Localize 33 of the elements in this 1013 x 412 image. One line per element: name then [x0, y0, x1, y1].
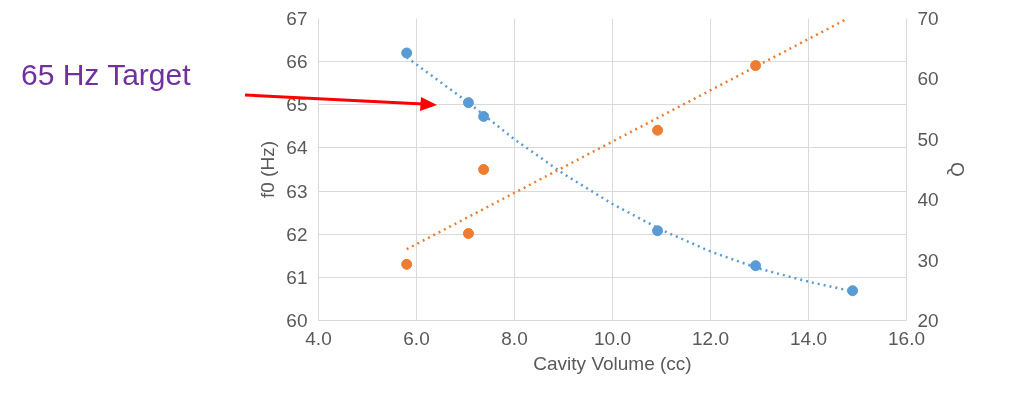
x-axis-title: Cavity Volume (cc) — [533, 352, 692, 374]
point — [750, 60, 762, 72]
y2-axis-title: Q — [946, 162, 968, 177]
point — [652, 225, 664, 237]
y2-tick-label: 60 — [917, 68, 939, 90]
y-tick-label: 64 — [286, 137, 308, 159]
point — [847, 285, 859, 297]
point — [478, 110, 490, 122]
y2-tick-label: 40 — [917, 189, 939, 211]
y-tick-label: 63 — [286, 180, 308, 202]
x-tick-label: 4.0 — [305, 327, 332, 349]
y2-tick-label: 30 — [917, 249, 939, 271]
y-tick-label: 60 — [286, 310, 308, 331]
y-tick-label: 66 — [286, 51, 308, 73]
y-tick-label: 61 — [286, 266, 308, 288]
x-tick-label: 8.0 — [501, 327, 528, 349]
x-tick-label: 6.0 — [403, 327, 430, 349]
point — [652, 124, 664, 136]
y-tick-label: 67 — [286, 8, 308, 29]
point — [478, 164, 490, 175]
x-tick-label: 10.0 — [594, 327, 631, 349]
point — [750, 260, 762, 272]
point — [462, 228, 474, 240]
point — [401, 47, 413, 59]
y-tick-label: 62 — [286, 223, 308, 245]
y2-tick-label: 70 — [917, 8, 939, 29]
point — [401, 258, 413, 270]
y-axis-title: f0 (Hz) — [257, 141, 279, 198]
text: 65 Hz Target — [21, 58, 192, 91]
point — [462, 97, 474, 109]
y2-tick-label: 50 — [917, 128, 939, 150]
x-tick-label: 12.0 — [692, 327, 729, 349]
x-tick-label: 14.0 — [790, 327, 827, 349]
